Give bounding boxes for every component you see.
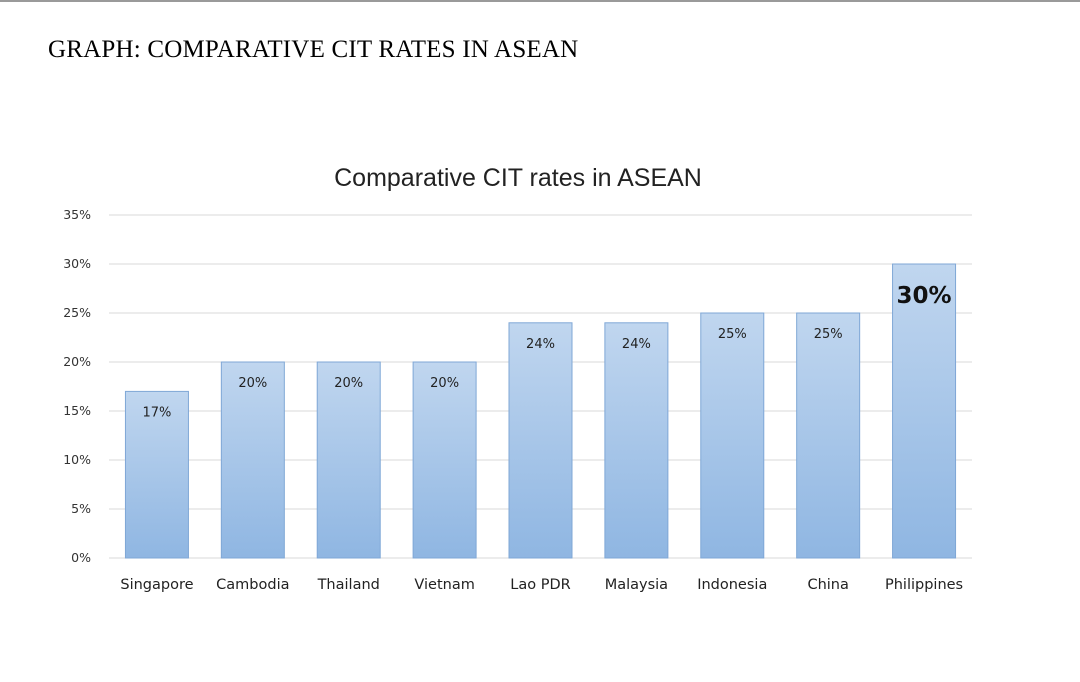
bar-thailand xyxy=(316,361,381,559)
bar-china xyxy=(796,312,861,559)
category-label: Lao PDR xyxy=(510,577,570,593)
category-label: Vietnam xyxy=(414,577,474,593)
data-label: 24% xyxy=(526,337,555,352)
chart-title: Comparative CIT rates in ASEAN xyxy=(334,164,702,192)
bars xyxy=(124,263,957,559)
document-heading: GRAPH: COMPARATIVE CIT RATES IN ASEAN xyxy=(48,36,579,63)
y-tick-label: 5% xyxy=(71,501,91,516)
y-tick-label: 15% xyxy=(63,403,91,418)
category-label: China xyxy=(807,577,848,593)
data-label: 25% xyxy=(814,327,843,342)
y-axis-ticks: 0% 5% 10% 15% 20% 25% 30% 35% xyxy=(63,207,91,565)
data-label: 20% xyxy=(238,376,267,391)
bar-philippines xyxy=(892,263,957,559)
data-label: 30% xyxy=(897,283,952,309)
data-labels: 17% 20% 20% 20% 24% 24% 25% 25% 30% xyxy=(142,283,951,420)
category-labels: Singapore Cambodia Thailand Vietnam Lao PDR M… xyxy=(120,577,963,593)
y-tick-label: 35% xyxy=(63,207,91,222)
bar-lao-pdr xyxy=(508,322,573,559)
data-label: 20% xyxy=(430,376,459,391)
data-label: 24% xyxy=(622,337,651,352)
data-label: 20% xyxy=(334,376,363,391)
y-tick-label: 10% xyxy=(63,452,91,467)
y-tick-label: 25% xyxy=(63,305,91,320)
bar-cambodia xyxy=(220,361,285,559)
y-tick-label: 0% xyxy=(71,550,91,565)
category-label: Malaysia xyxy=(605,577,668,593)
bar-vietnam xyxy=(412,361,477,559)
bar-indonesia xyxy=(700,312,765,559)
category-label: Cambodia xyxy=(216,577,289,593)
data-label: 17% xyxy=(142,405,171,420)
top-rule xyxy=(0,0,1080,2)
category-label: Thailand xyxy=(317,577,380,593)
y-tick-label: 30% xyxy=(63,256,91,271)
category-label: Indonesia xyxy=(697,577,767,593)
category-label: Philippines xyxy=(885,577,963,593)
bar-malaysia xyxy=(604,322,669,559)
category-label: Singapore xyxy=(120,577,193,593)
y-tick-label: 20% xyxy=(63,354,91,369)
bar-singapore xyxy=(124,390,189,559)
data-label: 25% xyxy=(718,327,747,342)
